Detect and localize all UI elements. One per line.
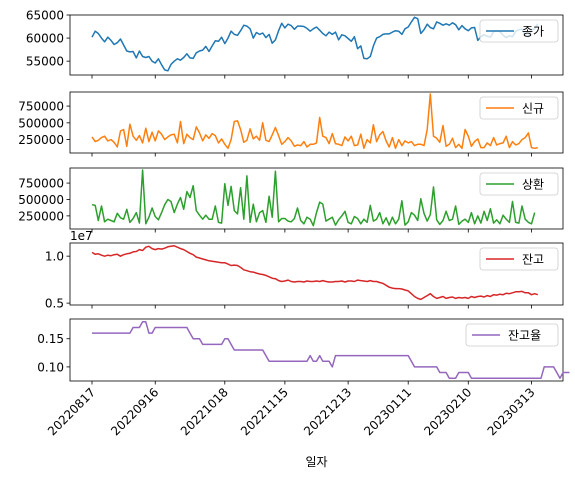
legend-label: 상환 [522,178,544,192]
y-tick-label: 0.10 [37,360,64,374]
legend-frame [465,323,559,347]
x-tick-label: 20230111 [361,385,414,438]
y-tick-label: 0.5 [45,297,64,311]
y-tick-label: 65000 [26,9,64,23]
legend: 잔고율 [465,323,559,347]
y-tick-label: 750000 [18,177,64,191]
y-tick-label: 55000 [26,55,64,69]
series-line-신규 [91,93,538,150]
legend: 종가 [479,19,559,43]
legend-label: 신규 [522,102,544,116]
axes-frame [69,318,564,382]
legend-frame [479,19,559,43]
legend-frame [479,172,559,196]
legend: 잔고 [479,247,559,271]
series-line-잔고율 [92,321,570,379]
series-line-종가 [91,16,539,72]
x-tick-label: 20230313 [485,385,538,438]
subplot-4: 0.5 1.0 1e7 잔고 [45,229,564,311]
series-line-잔고 [91,245,539,301]
x-tick-label: 20220916 [108,385,161,438]
y-offset-label: 1e7 [70,229,93,243]
legend-label: 잔고율 [508,329,541,343]
y-tick-label: 1.0 [45,250,64,264]
series-line-상환 [91,169,536,227]
y-tick-label: 250000 [18,209,64,223]
subplot-1: 55000 60000 65000 종가 [26,9,564,79]
legend: 신규 [479,96,559,120]
x-axis-labels: 20220817 20220916 20221018 20221115 20221213… [45,385,538,438]
y-tick-label: 250000 [18,133,64,147]
legend: 상환 [479,172,559,196]
x-axis-title: 일자 [305,455,327,469]
axes-frame [69,167,564,230]
subplot-3: 250000 500000 750000 상환 [18,167,564,233]
axes-frame [69,14,564,76]
legend-label: 잔고 [522,253,544,267]
y-tick-label: 60000 [26,32,64,46]
x-tick-label: 20230210 [421,385,474,438]
x-tick-label: 20221018 [178,385,231,438]
x-tick-label: 20221115 [238,385,291,438]
y-tick-label: 750000 [18,100,64,114]
y-tick-label: 500000 [18,116,64,130]
subplot-2: 250000 500000 750000 신규 [18,91,564,157]
legend-label: 종가 [522,25,544,39]
x-tick-label: 20221213 [301,385,354,438]
x-tick-label: 20220817 [45,385,98,438]
legend-frame [479,247,559,271]
legend-frame [479,96,559,120]
y-tick-label: 500000 [18,193,64,207]
y-tick-label: 0.15 [37,332,64,346]
subplot-5: 0.10 0.15 잔고율 [37,318,570,385]
axes-frame [69,242,564,306]
